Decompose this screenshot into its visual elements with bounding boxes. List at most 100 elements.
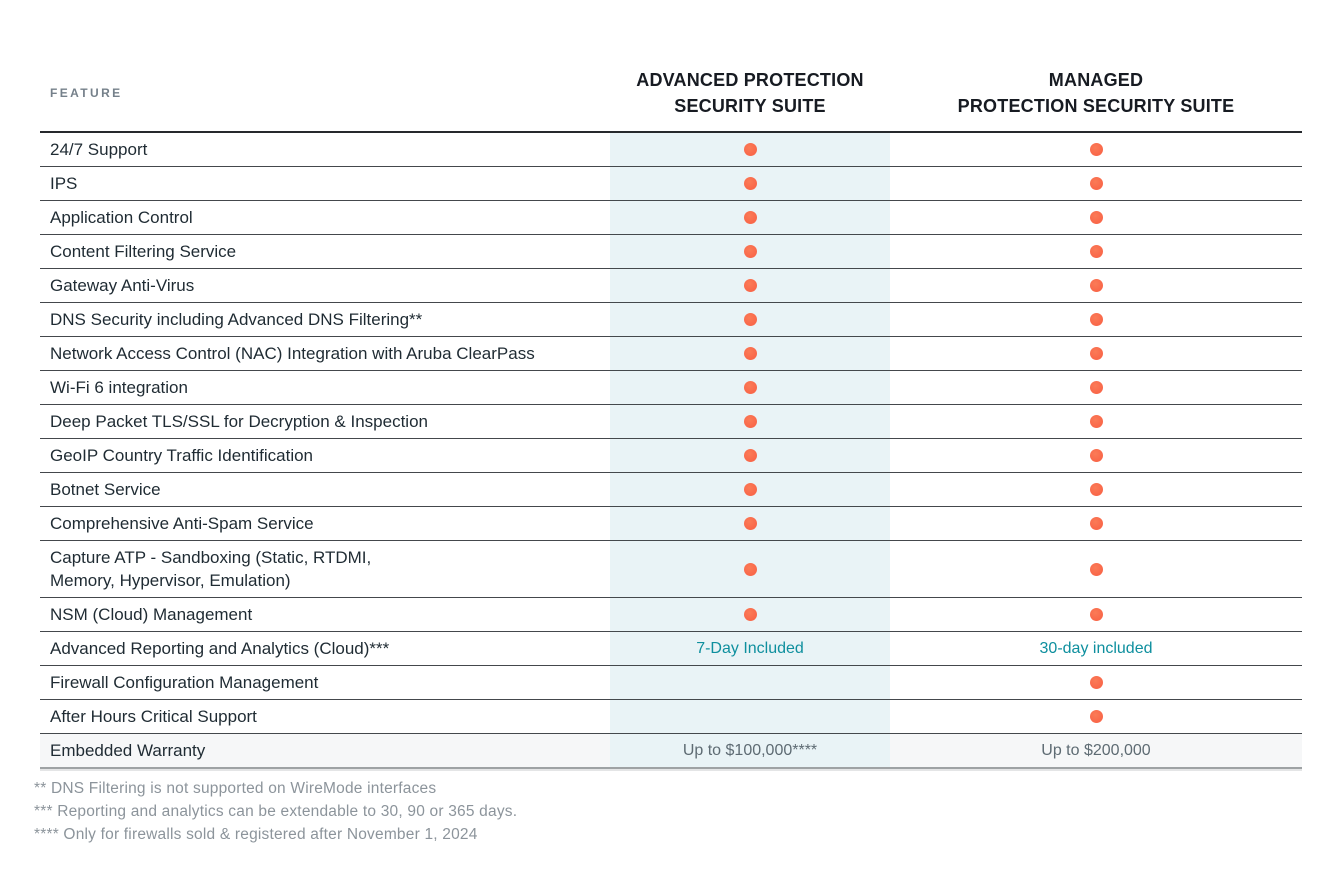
comparison-table-body: 24/7 Support IPS Application Control Conten…: [40, 131, 1302, 769]
table-row: NSM (Cloud) Management: [40, 598, 1302, 632]
advanced-protection-cell: [610, 507, 890, 540]
managed-protection-cell: [890, 303, 1302, 336]
table-row: IPS: [40, 167, 1302, 201]
table-row: Network Access Control (NAC) Integration…: [40, 337, 1302, 371]
included-dot-icon: [743, 313, 757, 326]
included-dot-icon: [1089, 415, 1103, 428]
included-dot-icon: [743, 211, 757, 224]
table-row: Application Control: [40, 201, 1302, 235]
feature-name: Application Control: [50, 208, 193, 227]
advanced-protection-cell: Up to $100,000****: [610, 734, 890, 767]
included-dot-icon: [743, 517, 757, 530]
advanced-protection-cell: [610, 405, 890, 438]
included-dot-icon: [1089, 381, 1103, 394]
advanced-protection-cell: [610, 269, 890, 302]
table-row: Botnet Service: [40, 473, 1302, 507]
managed-protection-cell: [890, 700, 1302, 733]
feature-column-header: FEATURE: [50, 86, 123, 100]
included-dot-icon: [1089, 347, 1103, 360]
advanced-protection-cell: [610, 371, 890, 404]
managed-protection-cell: [890, 269, 1302, 302]
table-row: After Hours Critical Support: [40, 700, 1302, 734]
managed-protection-cell: [890, 541, 1302, 597]
feature-name: Gateway Anti-Virus: [50, 276, 195, 295]
managed-protection-column-header: MANAGED PROTECTION SECURITY SUITE: [957, 70, 1235, 116]
advanced-protection-cell: [610, 167, 890, 200]
footnote-dns-filtering: ** DNS Filtering is not supported on Wir…: [34, 780, 437, 797]
feature-name: Comprehensive Anti-Spam Service: [50, 514, 314, 533]
feature-name: Firewall Configuration Management: [50, 673, 319, 692]
feature-name: Capture ATP - Sandboxing (Static, RTDMI,…: [50, 548, 372, 590]
managed-protection-cell: [890, 337, 1302, 370]
advanced-protection-cell: [610, 473, 890, 506]
table-row: DNS Security including Advanced DNS Filt…: [40, 303, 1302, 337]
cell-value: Up to $200,000: [1041, 742, 1151, 759]
included-dot-icon: [743, 177, 757, 190]
included-dot-icon: [743, 449, 757, 462]
included-dot-icon: [743, 562, 757, 576]
advanced-protection-cell: [610, 201, 890, 234]
included-dot-icon: [743, 347, 757, 360]
advanced-protection-cell: [610, 439, 890, 472]
table-row: Gateway Anti-Virus: [40, 269, 1302, 303]
feature-comparison-table: FEATURE ADVANCED PROTECTION SECURITY SUI…: [40, 55, 1302, 769]
managed-protection-cell: 30-day included: [890, 632, 1302, 665]
included-dot-icon: [743, 608, 757, 621]
included-dot-icon: [1089, 483, 1103, 496]
table-row: Comprehensive Anti-Spam Service: [40, 507, 1302, 541]
cell-value: Up to $100,000****: [682, 742, 818, 759]
feature-name: Embedded Warranty: [50, 741, 206, 760]
feature-name: IPS: [50, 174, 78, 193]
table-row: Deep Packet TLS/SSL for Decryption & Ins…: [40, 405, 1302, 439]
included-dot-icon: [1089, 143, 1103, 156]
included-dot-icon: [1089, 177, 1103, 190]
feature-name: Network Access Control (NAC) Integration…: [50, 344, 535, 363]
included-dot-icon: [1089, 562, 1103, 576]
table-row: Capture ATP - Sandboxing (Static, RTDMI,…: [40, 541, 1302, 598]
included-dot-icon: [1089, 676, 1103, 689]
feature-name: Wi-Fi 6 integration: [50, 378, 188, 397]
table-row: Advanced Reporting and Analytics (Cloud)…: [40, 632, 1302, 666]
feature-name: DNS Security including Advanced DNS Filt…: [50, 310, 423, 329]
cell-value: 7-Day Included: [696, 640, 804, 657]
feature-name: Advanced Reporting and Analytics (Cloud)…: [50, 639, 390, 658]
feature-name: GeoIP Country Traffic Identification: [50, 446, 314, 465]
included-dot-icon: [1089, 608, 1103, 621]
advanced-protection-cell: [610, 235, 890, 268]
included-dot-icon: [743, 143, 757, 156]
advanced-protection-cell: [610, 700, 890, 733]
managed-protection-cell: [890, 371, 1302, 404]
table-row: GeoIP Country Traffic Identification: [40, 439, 1302, 473]
feature-name: Deep Packet TLS/SSL for Decryption & Ins…: [50, 412, 428, 431]
managed-protection-cell: [890, 201, 1302, 234]
included-dot-icon: [1089, 449, 1103, 462]
table-header-row: FEATURE ADVANCED PROTECTION SECURITY SUI…: [40, 55, 1302, 131]
advanced-protection-cell: [610, 666, 890, 699]
included-dot-icon: [1089, 517, 1103, 530]
included-dot-icon: [1089, 211, 1103, 224]
included-dot-icon: [743, 381, 757, 394]
managed-protection-cell: [890, 598, 1302, 631]
advanced-protection-cell: [610, 337, 890, 370]
feature-name: NSM (Cloud) Management: [50, 605, 253, 624]
datasheet-page: FEATURE ADVANCED PROTECTION SECURITY SUI…: [34, 55, 1302, 843]
included-dot-icon: [743, 415, 757, 428]
managed-protection-cell: [890, 235, 1302, 268]
table-row: Wi-Fi 6 integration: [40, 371, 1302, 405]
managed-protection-cell: [890, 439, 1302, 472]
managed-protection-cell: [890, 167, 1302, 200]
footnote-reporting-analytics: *** Reporting and analytics can be exten…: [34, 802, 518, 820]
cell-value: 30-day included: [1039, 640, 1153, 657]
managed-protection-cell: [890, 405, 1302, 438]
managed-protection-cell: [890, 473, 1302, 506]
advanced-protection-cell: [610, 303, 890, 336]
advanced-protection-column-header: ADVANCED PROTECTION SECURITY SUITE: [636, 70, 864, 116]
advanced-protection-cell: [610, 133, 890, 166]
table-row: 24/7 Support: [40, 133, 1302, 167]
included-dot-icon: [743, 245, 757, 258]
table-row: Embedded Warranty Up to $100,000**** Up to…: [40, 734, 1302, 769]
feature-name: 24/7 Support: [50, 140, 148, 159]
managed-protection-cell: Up to $200,000: [890, 734, 1302, 767]
advanced-protection-cell: [610, 598, 890, 631]
included-dot-icon: [1089, 279, 1103, 292]
